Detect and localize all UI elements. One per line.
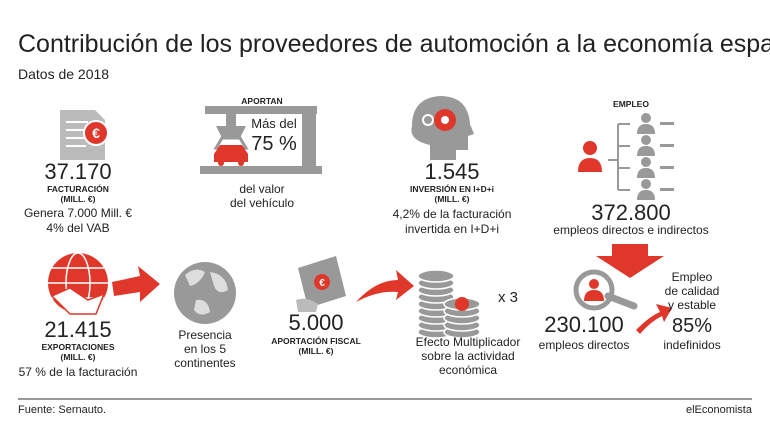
- line: en los 5: [184, 342, 226, 356]
- heading: APORTAN: [241, 96, 282, 106]
- note: 4% del VAB: [46, 221, 109, 235]
- value: 372.800: [591, 200, 671, 225]
- globe-hands-icon: [48, 252, 108, 315]
- brand: elEconomista: [686, 404, 753, 416]
- note: indefinidos: [663, 338, 720, 352]
- money-hand-icon: €: [296, 256, 346, 312]
- unit: (MILL. €): [61, 352, 96, 362]
- arrow: [112, 266, 160, 302]
- line: Empleo: [672, 270, 713, 284]
- note: empleos directos: [539, 338, 630, 352]
- value: 75 %: [251, 133, 297, 155]
- lead: Más del: [251, 116, 297, 131]
- down-arrow: [596, 244, 664, 278]
- value: 85%: [672, 315, 712, 337]
- value: 37.170: [44, 159, 111, 184]
- heading: EMPLEO: [613, 99, 649, 109]
- value: 21.415: [44, 317, 111, 342]
- value: 5.000: [288, 310, 343, 335]
- magnifier-icon: [573, 269, 638, 311]
- note: invertida en I+D+i: [405, 222, 499, 236]
- org-icon: [578, 113, 674, 200]
- unit: (MILL. €): [61, 194, 96, 204]
- note: empleos directos e indirectos: [553, 223, 708, 237]
- note: 57 % de la facturación: [19, 365, 138, 379]
- coins-icon: [417, 269, 481, 339]
- line: y estable: [668, 298, 716, 312]
- globe-icon: [174, 262, 236, 324]
- crane-icon: [200, 106, 322, 174]
- source: Fuente: Sernauto.: [18, 404, 106, 416]
- unit: (MILL. €): [435, 194, 470, 204]
- svg-text:€: €: [319, 278, 325, 289]
- line: Presencia: [178, 328, 232, 342]
- title: Contribución de los proveedores de autom…: [18, 30, 770, 58]
- line: continentes: [174, 356, 235, 370]
- arrow: [356, 270, 414, 302]
- note: del vehículo: [230, 196, 294, 210]
- arrow: [636, 304, 672, 334]
- unit: (MILL. €): [299, 346, 334, 356]
- svg-text:€: €: [92, 125, 100, 141]
- note: 4,2% de la facturación: [393, 207, 512, 221]
- label: APORTACIÓN FISCAL: [271, 335, 361, 346]
- line: de calidad: [665, 284, 720, 298]
- line: Efecto Multiplicador: [416, 335, 521, 349]
- line: sobre la actividad: [421, 349, 514, 363]
- document-icon: €: [60, 110, 109, 160]
- value: 230.100: [544, 312, 624, 337]
- note: del valor: [239, 182, 284, 196]
- label: INVERSIÓN EN I+D+i: [410, 183, 494, 194]
- label: FACTURACIÓN: [47, 183, 109, 194]
- note: Genera 7.000 Mill. €: [24, 206, 132, 220]
- label: EXPORTACIONES: [41, 342, 114, 352]
- line: económica: [439, 363, 497, 377]
- head-icon: [411, 96, 474, 160]
- factor: x 3: [498, 289, 518, 306]
- value: 1.545: [424, 159, 479, 184]
- subtitle: Datos de 2018: [18, 66, 109, 82]
